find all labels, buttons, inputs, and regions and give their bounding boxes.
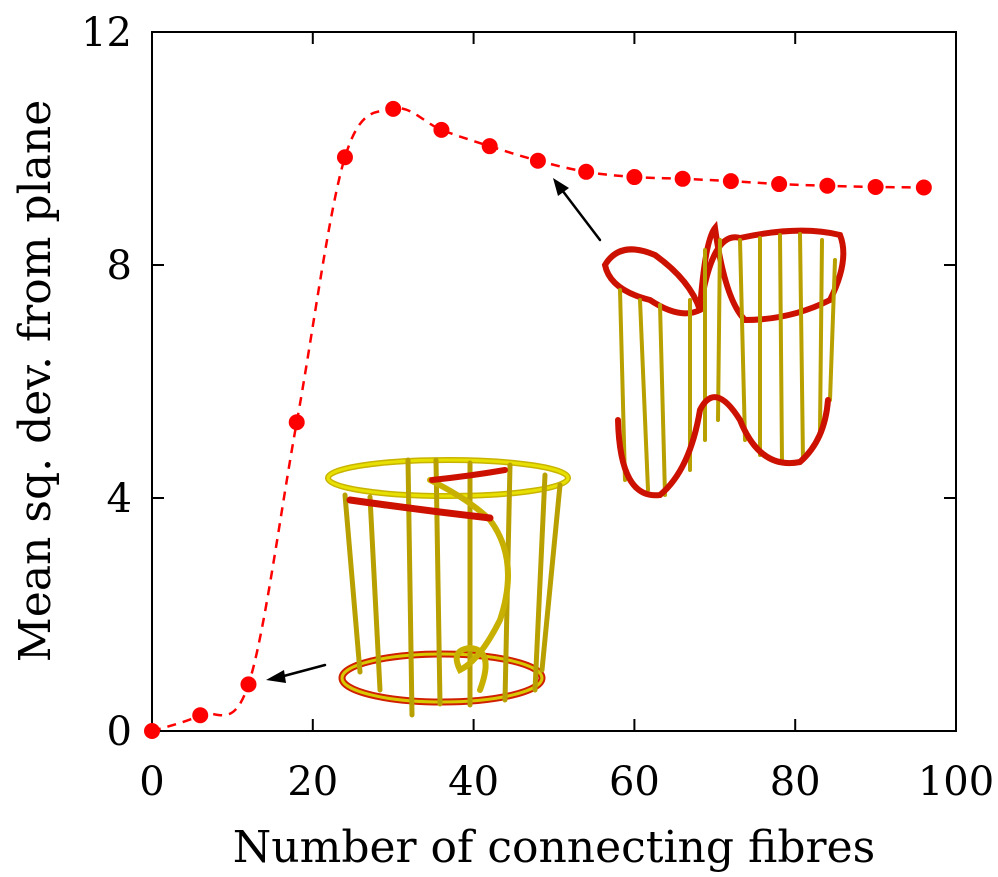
data-point <box>771 176 788 193</box>
inset-ring-red <box>346 496 494 522</box>
data-point <box>529 152 546 169</box>
inset-bottom-ring <box>615 394 831 499</box>
inset-drawings <box>266 178 847 718</box>
data-point <box>433 121 450 138</box>
inset-fibres <box>618 232 837 497</box>
y-tick-label: 0 <box>107 709 132 755</box>
data-point <box>626 169 643 186</box>
data-point <box>915 179 932 196</box>
inset-ring <box>326 458 570 498</box>
data-point <box>674 170 691 187</box>
x-tick-label: 20 <box>287 759 338 805</box>
arrows <box>266 178 602 683</box>
inset-loose-config <box>325 457 571 718</box>
inset-buckled-config <box>601 220 847 499</box>
data-point <box>192 707 209 724</box>
data-point <box>240 676 257 693</box>
y-tick-label: 4 <box>107 476 132 522</box>
data-point <box>336 149 353 166</box>
y-tick-label: 8 <box>107 243 132 289</box>
x-tick-label: 80 <box>770 759 821 805</box>
x-tick-label: 40 <box>448 759 499 805</box>
x-tick-label: 60 <box>609 759 660 805</box>
arrow-line <box>560 188 602 242</box>
data-point <box>819 177 836 194</box>
plot-frame <box>151 31 957 732</box>
inset-ring-red <box>429 467 508 483</box>
data-point <box>288 414 305 431</box>
data-point <box>867 178 884 195</box>
x-axis-label: Number of connecting fibres <box>233 822 875 873</box>
y-axis-label: Mean sq. dev. from plane <box>10 100 61 663</box>
y-tick-label: 12 <box>81 10 132 56</box>
data-point <box>385 100 402 117</box>
x-tick-label: 100 <box>918 759 994 805</box>
data-point <box>578 163 595 180</box>
arrow-head <box>266 670 286 683</box>
arrow-line <box>278 663 327 679</box>
data-point <box>722 173 739 190</box>
arrow-head <box>553 178 569 196</box>
data-point <box>481 138 498 155</box>
data-point <box>144 723 160 739</box>
x-tick-label: 0 <box>139 759 164 805</box>
inset-top-ring <box>601 220 847 324</box>
